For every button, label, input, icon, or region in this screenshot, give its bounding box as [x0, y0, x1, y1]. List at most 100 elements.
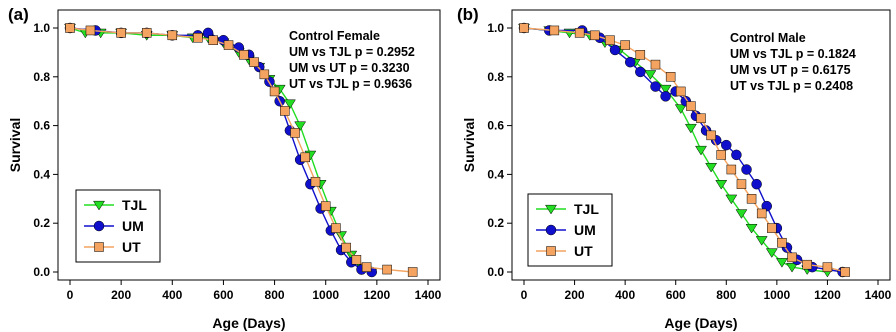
- point-um: [635, 66, 646, 78]
- panel-a-annotation-line-3: UT vs TJL p = 0.9636: [289, 77, 412, 91]
- point-ut: [407, 267, 418, 277]
- point-ut: [280, 106, 290, 116]
- point-ut: [269, 86, 280, 97]
- point-ut: [665, 72, 676, 82]
- point-ut: [290, 128, 300, 138]
- point-um: [624, 56, 636, 68]
- x-tick-label: 400: [615, 288, 635, 302]
- panel-a-annotation-line-1: UM vs TJL p = 0.2952: [289, 45, 415, 59]
- point-ut: [193, 33, 203, 43]
- x-tick-label: 800: [716, 288, 736, 302]
- panel-a-plot-frame: [57, 9, 441, 281]
- panel-b-plot-frame: [511, 9, 891, 281]
- y-tick-label: 1.0: [487, 21, 504, 35]
- y-tick-label: 0.8: [33, 70, 50, 84]
- panel-a-annotation: Control Female UM vs TJL p = 0.2952 UM v…: [289, 29, 415, 91]
- point-ut: [787, 252, 797, 263]
- point-ut: [736, 179, 747, 189]
- y-tick-label: 0.2: [33, 216, 50, 230]
- point-um: [721, 139, 732, 151]
- point-ut: [635, 50, 646, 60]
- panel-b-series: [518, 22, 850, 278]
- y-tick-label: 0.6: [487, 119, 504, 133]
- point-tjl: [786, 263, 798, 273]
- point-ut: [341, 242, 351, 253]
- x-tick-label: 1200: [364, 288, 391, 302]
- series-ut: [65, 23, 418, 277]
- legend-marker-um: [545, 224, 557, 236]
- legend-marker-ut: [546, 246, 556, 256]
- point-ut: [840, 267, 850, 277]
- point-ut: [351, 255, 362, 265]
- point-ut: [249, 57, 259, 67]
- panel-b-legend-label-um: UM: [574, 222, 596, 238]
- point-ut: [590, 30, 600, 41]
- point-tjl: [283, 99, 296, 110]
- panel-a: (a) 0 200 400 600 800 1000 1200 1400 0.0 0.2 0.4 0.…: [7, 5, 442, 331]
- panel-b-annotation-line-2: UM vs UT p = 0.6175: [730, 63, 851, 77]
- x-tick-label: 1200: [814, 288, 841, 302]
- x-tick-label: 0: [521, 288, 528, 302]
- point-tjl: [705, 162, 718, 173]
- legend-marker-um: [93, 220, 105, 232]
- panel-a-legend: TJL UM UT: [75, 189, 161, 263]
- panel-b-legend-label-ut: UT: [574, 243, 593, 259]
- y-tick-label: 1.0: [33, 21, 50, 35]
- point-ut: [382, 264, 392, 275]
- point-ut: [676, 86, 686, 97]
- panel-b-y-axis-title: Survival: [461, 118, 477, 172]
- point-tjl: [684, 123, 697, 134]
- panel-a-legend-label-ut: UT: [122, 239, 141, 255]
- point-tjl: [695, 145, 707, 156]
- point-um: [650, 81, 661, 92]
- point-um: [761, 200, 772, 212]
- panel-a-legend-item-ut: UT: [84, 239, 141, 255]
- point-ut: [208, 35, 218, 45]
- point-ut: [696, 113, 706, 124]
- y-tick-label: 0.4: [33, 167, 50, 181]
- point-um: [660, 91, 671, 102]
- point-tjl: [755, 236, 768, 246]
- x-tick-label: 1400: [865, 288, 892, 302]
- point-ut: [259, 69, 270, 80]
- point-ut: [686, 101, 696, 111]
- point-ut: [777, 237, 787, 248]
- panel-a-annotation-title: Control Female: [289, 29, 380, 43]
- y-tick-label: 0.8: [487, 70, 504, 84]
- x-tick-label: 1400: [415, 288, 442, 302]
- point-um: [202, 27, 214, 39]
- point-tjl: [294, 121, 307, 132]
- panel-b: (b) 0 200 400 600 800 1000 1200 1400 0.0 0.2 0.4 0.…: [457, 5, 892, 331]
- point-ut: [574, 28, 585, 38]
- panel-b-annotation: Control Male UM vs TJL p = 0.1824 UM vs …: [730, 31, 856, 93]
- y-tick-label: 0.0: [487, 265, 504, 279]
- x-tick-label: 600: [213, 288, 233, 302]
- point-ut: [650, 59, 661, 70]
- panel-a-legend-label-um: UM: [122, 218, 144, 234]
- point-ut: [331, 223, 341, 233]
- point-tjl: [659, 84, 672, 95]
- panel-b-annotation-line-3: UT vs TJL p = 0.2408: [730, 79, 853, 93]
- point-um: [751, 178, 762, 190]
- point-ut: [802, 259, 812, 270]
- x-tick-label: 200: [565, 288, 585, 302]
- point-tjl: [674, 104, 687, 114]
- y-tick-label: 0.0: [33, 265, 50, 279]
- point-ut: [756, 208, 767, 219]
- panel-b-legend-item-um: UM: [536, 222, 596, 238]
- panel-a-legend-label-tjl: TJL: [122, 197, 147, 213]
- x-tick-label: 800: [265, 288, 285, 302]
- point-ut: [310, 176, 321, 187]
- point-ut: [65, 23, 75, 33]
- x-tick-label: 600: [666, 288, 686, 302]
- legend-marker-tjl: [545, 204, 557, 215]
- series-ut: [519, 23, 850, 277]
- point-ut: [85, 25, 96, 36]
- panel-a-x-axis-title: Age (Days): [212, 315, 285, 331]
- panel-a-series: [64, 22, 418, 278]
- point-ut: [822, 262, 833, 272]
- point-ut: [605, 35, 615, 45]
- point-ut: [519, 23, 529, 33]
- point-ut: [223, 40, 234, 50]
- panel-a-label: (a): [8, 5, 29, 24]
